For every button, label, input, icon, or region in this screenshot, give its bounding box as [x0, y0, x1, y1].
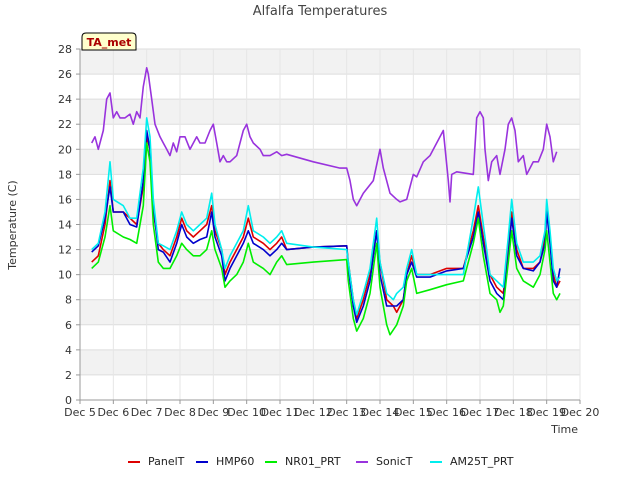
y-tick-label: 16 — [58, 193, 72, 206]
y-tick-label: 20 — [58, 143, 72, 156]
x-tick-label: Dec 10 — [227, 406, 266, 419]
x-tick-label: Dec 13 — [327, 406, 366, 419]
x-tick-label: Dec 8 — [164, 406, 196, 419]
y-tick-label: 22 — [58, 118, 72, 131]
legend-item-nr01_prt: NR01_PRT — [265, 455, 341, 468]
x-tick-label: Dec 14 — [361, 406, 400, 419]
x-axis-label: Time — [550, 423, 578, 436]
ta-met-badge: TA_met — [81, 32, 137, 51]
grid-band — [80, 199, 580, 225]
legend-item-hmp60: HMP60 — [196, 455, 254, 468]
y-tick-label: 14 — [58, 219, 72, 232]
legend-item-panelt: PanelT — [128, 455, 185, 468]
y-tick-label: 4 — [65, 344, 72, 357]
grid-band — [80, 299, 580, 325]
grid-band — [80, 49, 580, 75]
legend-label: AM25T_PRT — [450, 455, 514, 468]
ta-met-label: TA_met — [87, 36, 132, 49]
y-tick-label: 6 — [65, 319, 72, 332]
x-tick-label: Dec 12 — [294, 406, 333, 419]
x-tick-label: Dec 16 — [427, 406, 466, 419]
series-line-nr01_prt — [91, 142, 561, 336]
x-tick-label: Dec 9 — [197, 406, 229, 419]
x-tick-label: Dec 17 — [461, 406, 500, 419]
x-tick-label: Dec 11 — [261, 406, 300, 419]
x-tick-label: Dec 15 — [394, 406, 433, 419]
legend-label: HMP60 — [216, 455, 254, 468]
y-tick-label: 24 — [58, 93, 72, 106]
grid-band — [80, 149, 580, 175]
x-tick-label: Dec 20 — [561, 406, 600, 419]
grid-band — [80, 349, 580, 375]
grid-band — [80, 249, 580, 275]
legend-label: PanelT — [148, 455, 185, 468]
y-tick-label: 28 — [58, 43, 72, 56]
y-tick-label: 12 — [58, 244, 72, 257]
x-tick-label: Dec 19 — [527, 406, 566, 419]
legend: PanelT HMP60 NR01_PRT SonicT AM25T_PRT — [128, 455, 514, 468]
legend-item-sonict: SonicT — [356, 455, 413, 468]
series-line-sonict — [90, 67, 558, 207]
y-tick-label: 26 — [58, 68, 72, 81]
series-layer — [90, 67, 561, 336]
legend-item-am25t_prt: AM25T_PRT — [430, 455, 514, 468]
x-tick-label: Dec 7 — [131, 406, 163, 419]
x-tick-label: Dec 5 — [64, 406, 96, 419]
grid-band — [80, 99, 580, 125]
y-tick-label: 8 — [65, 294, 72, 307]
y-tick-label: 18 — [58, 168, 72, 181]
chart-title: Alfalfa Temperatures — [253, 4, 388, 19]
legend-label: NR01_PRT — [285, 455, 341, 468]
y-axis-label: Temperature (C) — [6, 180, 19, 270]
y-tick-label: 0 — [65, 394, 72, 407]
x-tick-label: Dec 18 — [494, 406, 533, 419]
x-tick-label: Dec 6 — [97, 406, 129, 419]
y-tick-label: 2 — [65, 369, 72, 382]
y-tick-label: 10 — [58, 269, 72, 282]
legend-label: SonicT — [376, 455, 413, 468]
series-line-am25t_prt — [91, 117, 561, 316]
